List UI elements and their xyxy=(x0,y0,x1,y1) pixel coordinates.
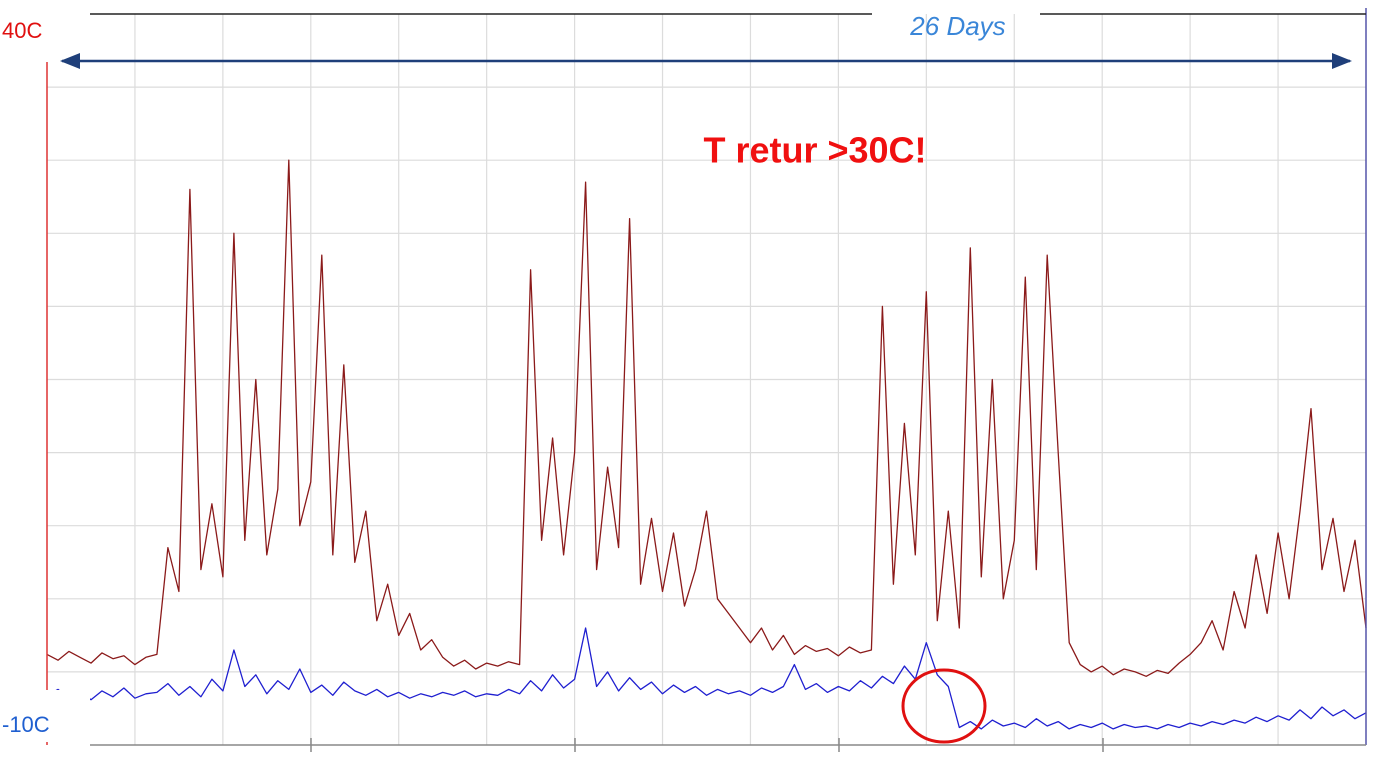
highlight-circle xyxy=(901,668,987,744)
note: T retur >30C! xyxy=(703,130,926,171)
series-line xyxy=(46,159,1367,677)
label-background xyxy=(0,690,90,742)
span-label: 26 Days xyxy=(909,11,1005,41)
grid xyxy=(47,14,1366,745)
bottom-ticks xyxy=(310,738,1104,752)
lines xyxy=(46,159,1367,730)
y-tick-label: -10C xyxy=(2,712,50,737)
series-line xyxy=(46,627,1367,730)
y-labels: 40C -10C xyxy=(2,18,50,737)
y-tick-label: 40C xyxy=(2,18,42,43)
